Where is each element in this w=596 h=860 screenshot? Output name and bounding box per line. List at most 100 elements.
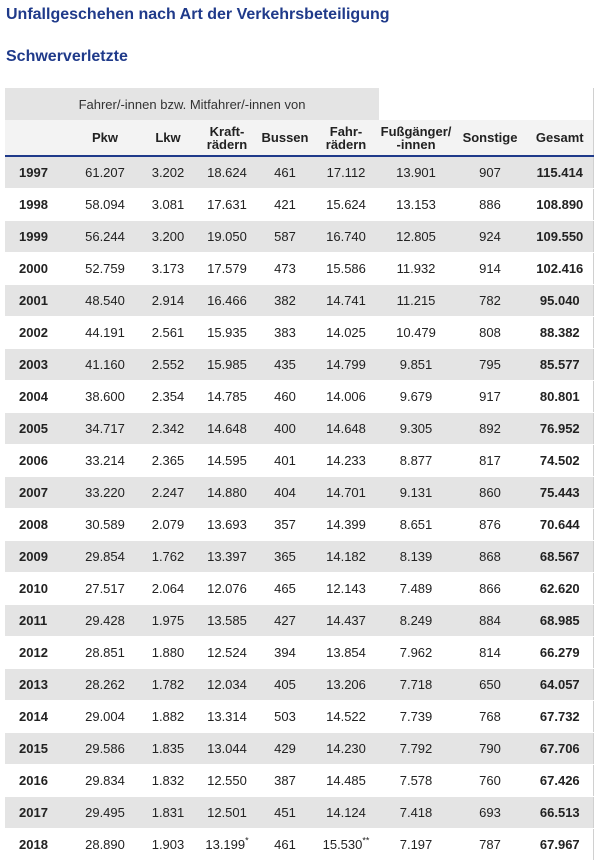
cell-year: 2013 xyxy=(5,669,71,701)
cell-pkw: 44.191 xyxy=(71,317,139,349)
cell-value: 1.782 xyxy=(152,677,185,692)
cell-pkw: 29.586 xyxy=(71,733,139,765)
cell-value: 876 xyxy=(479,517,501,532)
cell-fuss: 7.718 xyxy=(379,669,453,701)
cell-value: 2.354 xyxy=(152,389,185,404)
cell-lkw: 2.064 xyxy=(139,573,197,605)
cell-value: 2004 xyxy=(19,389,48,404)
cell-value: 917 xyxy=(479,389,501,404)
cell-value: 2008 xyxy=(19,517,48,532)
cell-pkw: 29.854 xyxy=(71,541,139,573)
cell-sonst: 917 xyxy=(453,381,527,413)
cell-value: 12.034 xyxy=(207,677,247,692)
cell-kraft: 14.880 xyxy=(197,477,257,509)
cell-sonst: 650 xyxy=(453,669,527,701)
cell-value: 15.935 xyxy=(207,325,247,340)
cell-value: 461 xyxy=(274,837,296,852)
cell-value: 27.517 xyxy=(85,581,125,596)
cell-value: 102.416 xyxy=(536,261,583,276)
cell-bus: 435 xyxy=(257,349,313,381)
cell-value: 33.220 xyxy=(85,485,125,500)
cell-pkw: 30.589 xyxy=(71,509,139,541)
column-header-label: Pkw xyxy=(92,130,118,145)
cell-lkw: 1.975 xyxy=(139,605,197,637)
cell-fahr: 14.701 xyxy=(313,477,379,509)
cell-sonst: 914 xyxy=(453,253,527,285)
cell-value: 19.050 xyxy=(207,229,247,244)
cell-value: 2.342 xyxy=(152,421,185,436)
cell-value: 365 xyxy=(274,549,296,564)
column-header-fahr: Fahr-rädern xyxy=(313,120,379,156)
group-header-empty xyxy=(379,88,593,120)
cell-value: 3.202 xyxy=(152,165,185,180)
cell-year: 2016 xyxy=(5,765,71,797)
cell-value: 52.759 xyxy=(85,261,125,276)
cell-value: 2011 xyxy=(19,613,47,628)
cell-lkw: 1.831 xyxy=(139,797,197,829)
cell-fahr: 14.025 xyxy=(313,317,379,349)
cell-year: 2000 xyxy=(5,253,71,285)
cell-value: 1997 xyxy=(19,165,48,180)
cell-value: 2018 xyxy=(19,837,48,852)
cell-value: 782 xyxy=(479,293,501,308)
cell-total: 88.382 xyxy=(527,317,593,349)
cell-value: 3.173 xyxy=(152,261,185,276)
cell-lkw: 2.552 xyxy=(139,349,197,381)
cell-value: 62.620 xyxy=(540,581,580,596)
cell-fahr: 14.799 xyxy=(313,349,379,381)
cell-value: 17.112 xyxy=(327,165,366,180)
cell-value: 14.006 xyxy=(326,389,366,404)
cell-fuss: 7.489 xyxy=(379,573,453,605)
cell-value: 9.131 xyxy=(400,485,433,500)
cell-value: 2000 xyxy=(19,261,48,276)
cell-fuss: 8.139 xyxy=(379,541,453,573)
cell-sonst: 693 xyxy=(453,797,527,829)
cell-value: 2012 xyxy=(19,645,48,660)
cell-fuss: 9.305 xyxy=(379,413,453,445)
cell-lkw: 2.342 xyxy=(139,413,197,445)
cell-value: 2003 xyxy=(19,357,48,372)
cell-value: 14.799 xyxy=(326,357,366,372)
cell-kraft: 14.648 xyxy=(197,413,257,445)
cell-bus: 461 xyxy=(257,156,313,189)
cell-value: 7.418 xyxy=(400,805,433,820)
cell-lkw: 2.079 xyxy=(139,509,197,541)
column-header-lkw: Lkw xyxy=(139,120,197,156)
cell-value: 8.651 xyxy=(400,517,433,532)
cell-total: 76.952 xyxy=(527,413,593,445)
cell-year: 2015 xyxy=(5,733,71,765)
page-title: Unfallgeschehen nach Art der Verkehrsbet… xyxy=(6,6,390,24)
cell-value: 2.247 xyxy=(152,485,185,500)
cell-value: 29.428 xyxy=(85,613,125,628)
cell-bus: 460 xyxy=(257,381,313,413)
cell-value: 1998 xyxy=(19,197,48,212)
cell-fahr: 16.740 xyxy=(313,221,379,253)
cell-value: 394 xyxy=(274,645,296,660)
cell-total: 67.706 xyxy=(527,733,593,765)
cell-fuss: 9.131 xyxy=(379,477,453,509)
cell-fahr: 14.182 xyxy=(313,541,379,573)
cell-value: 650 xyxy=(479,677,501,692)
cell-value: 387 xyxy=(274,773,296,788)
cell-value: 12.805 xyxy=(396,229,436,244)
cell-fuss: 8.877 xyxy=(379,445,453,477)
cell-total: 115.414 xyxy=(527,156,593,189)
cell-sonst: 876 xyxy=(453,509,527,541)
cell-value: 109.550 xyxy=(536,229,583,244)
cell-value: 427 xyxy=(274,613,296,628)
cell-fuss: 9.679 xyxy=(379,381,453,413)
column-header-total: Gesamt xyxy=(527,120,593,156)
cell-value: 80.801 xyxy=(540,389,580,404)
cell-fahr: 13.206 xyxy=(313,669,379,701)
cell-kraft: 12.076 xyxy=(197,573,257,605)
cell-value: 1.835 xyxy=(152,741,185,756)
cell-year: 1999 xyxy=(5,221,71,253)
cell-value: 14.522 xyxy=(326,709,366,724)
cell-pkw: 29.428 xyxy=(71,605,139,637)
cell-value: 14.701 xyxy=(326,485,366,500)
